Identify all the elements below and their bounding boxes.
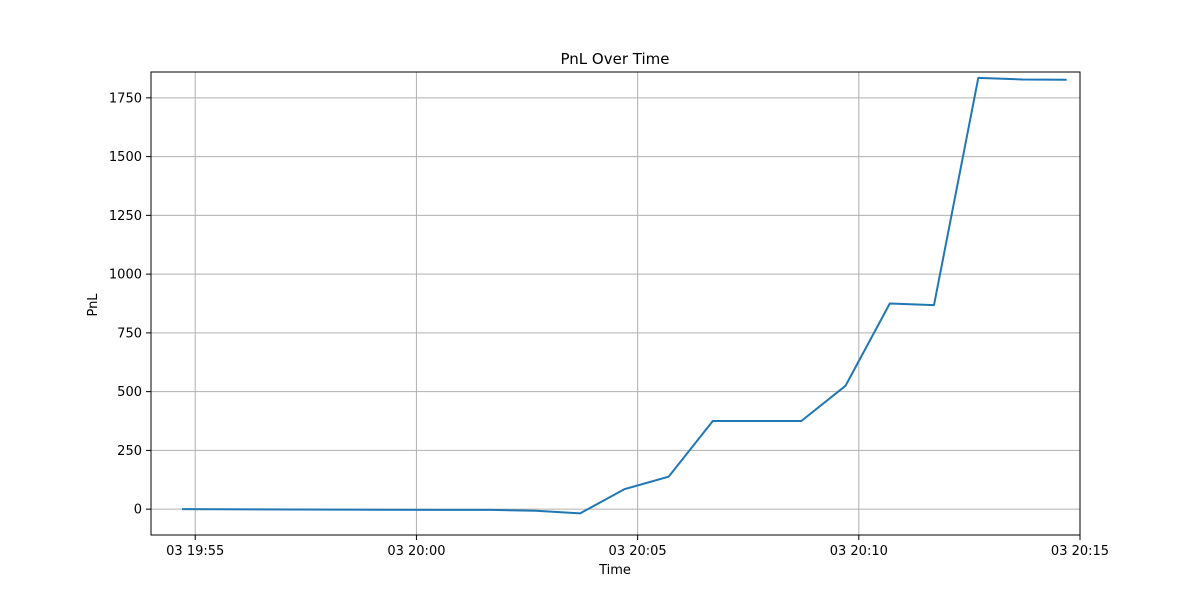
x-tick-label: 03 19:55 [166, 544, 224, 559]
y-tick-label: 1750 [109, 91, 142, 106]
x-axis-label: Time [598, 563, 631, 578]
plot-frame [150, 71, 1081, 536]
x-tick-label: 03 20:00 [387, 544, 445, 559]
x-axis-ticks: 03 19:55 03 20:00 03 20:05 03 20:10 03 20:15 [166, 535, 1109, 559]
x-tick-label: 03 20:10 [830, 544, 888, 559]
y-axis-ticks: 0 250 500 750 1000 1250 1500 1750 [109, 91, 151, 518]
chart-title: PnL Over Time [561, 50, 670, 68]
y-tick-label: 1250 [109, 209, 142, 224]
y-tick-label: 1000 [109, 268, 142, 283]
x-tick-label: 03 20:05 [609, 544, 667, 559]
y-tick-label: 0 [134, 503, 142, 518]
y-tick-label: 250 [117, 444, 142, 459]
x-tick-label: 03 20:15 [1051, 544, 1109, 559]
series-layer [181, 76, 1067, 515]
y-tick-label: 500 [117, 385, 142, 400]
y-tick-label: 1500 [109, 150, 142, 165]
pnl-series-line [181, 76, 1067, 515]
y-tick-label: 750 [117, 326, 142, 341]
y-axis-label: PnL [86, 293, 101, 317]
